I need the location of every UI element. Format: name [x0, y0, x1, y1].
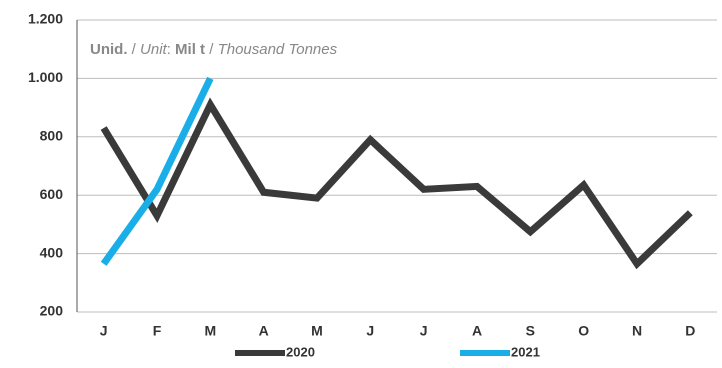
annotation-part: Unit: [140, 41, 168, 58]
x-tick-label: M: [204, 323, 216, 339]
annotation-part: /: [128, 41, 141, 58]
annotation-part: Unid.: [90, 41, 128, 58]
legend-label: 2020: [286, 344, 315, 359]
annotation-part: /: [205, 41, 218, 58]
annotation-part: Thousand Tonnes: [218, 41, 338, 58]
x-tick-label: O: [578, 323, 589, 339]
x-tick-label: S: [526, 323, 535, 339]
x-tick-label: J: [366, 323, 374, 339]
y-tick-label: 800: [40, 128, 64, 144]
x-tick-label: J: [420, 323, 428, 339]
annotation-part: Mil t: [175, 41, 205, 58]
x-tick-label: D: [685, 323, 695, 339]
x-tick-label: F: [153, 323, 162, 339]
y-tick-label: 400: [40, 244, 64, 260]
x-tick-label: J: [100, 323, 108, 339]
series-line: [100, 97, 693, 270]
series-line: [100, 76, 214, 266]
x-tick-label: M: [311, 323, 323, 339]
legend-label: 2021: [511, 344, 540, 359]
x-tick-label: A: [259, 323, 269, 339]
y-tick-label: 1.200: [28, 11, 63, 27]
y-tick-label: 200: [40, 303, 64, 319]
y-tick-label: 1.000: [28, 69, 63, 85]
y-tick-label: 600: [40, 186, 64, 202]
x-tick-label: A: [472, 323, 482, 339]
unit-annotation: Unid. / Unit: Mil t / Thousand Tonnes: [90, 41, 338, 58]
x-tick-label: N: [632, 323, 642, 339]
annotation-part: :: [167, 41, 175, 58]
